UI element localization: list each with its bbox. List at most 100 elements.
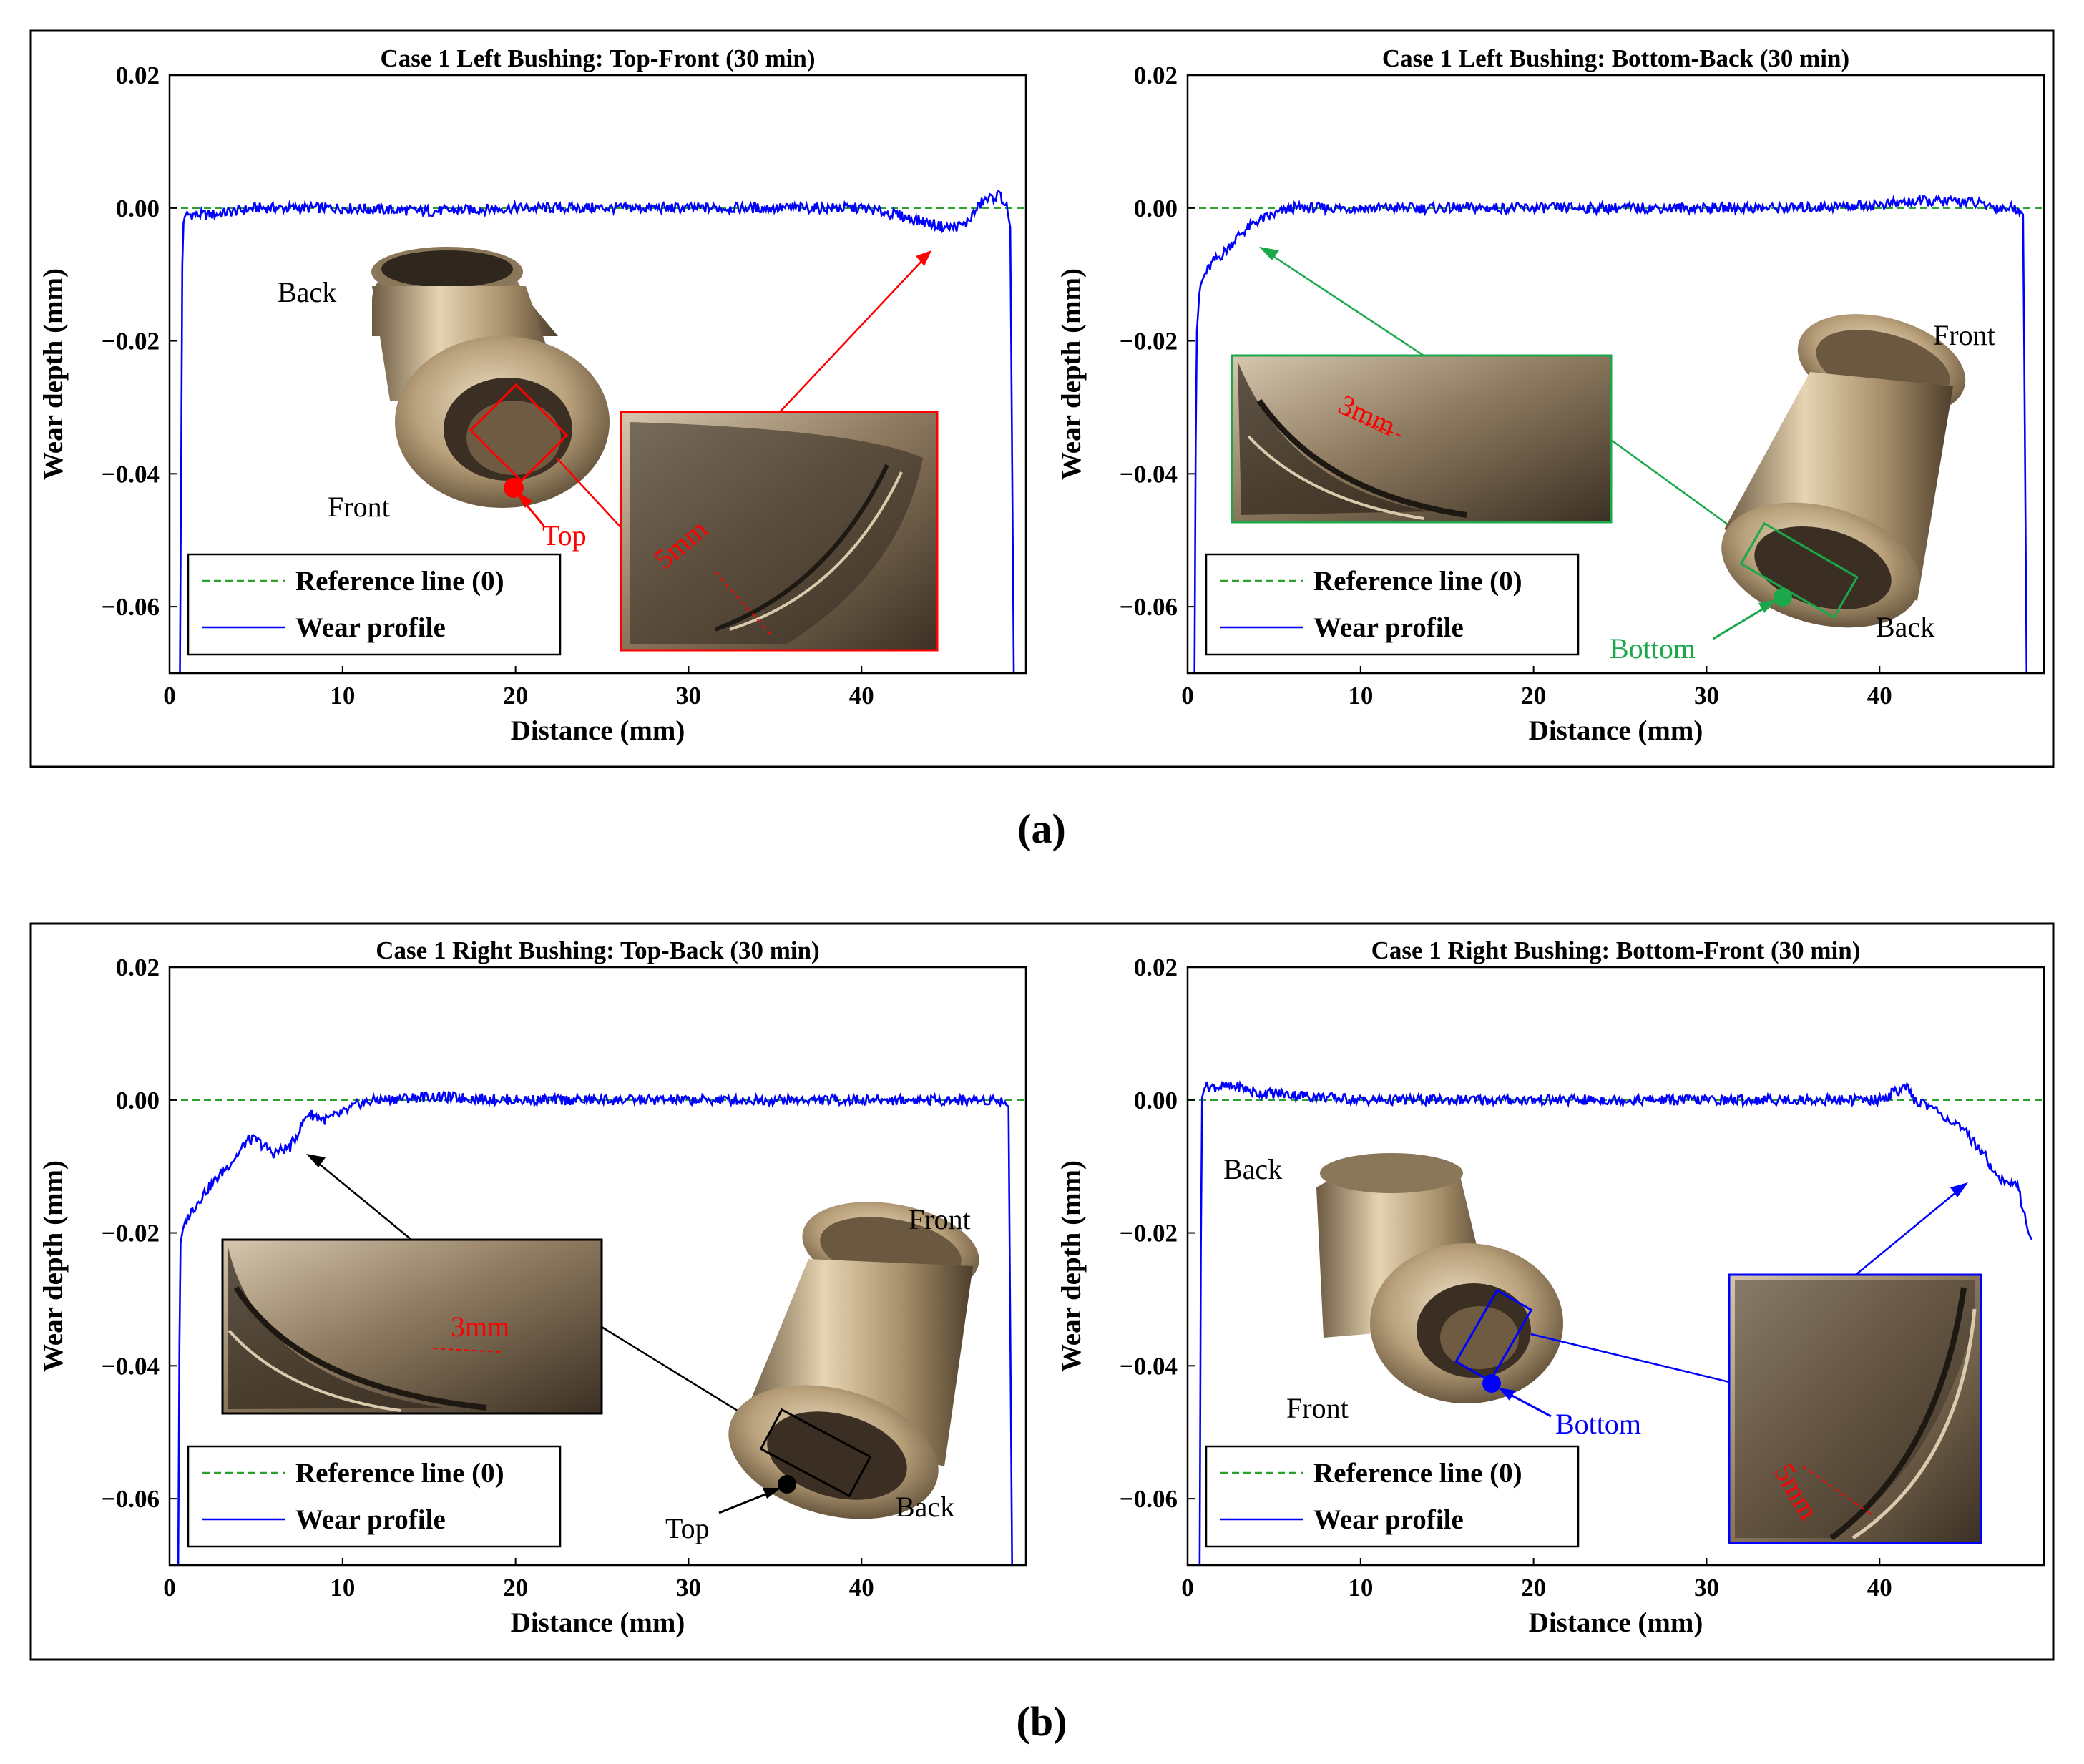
x-tick-label: 40 (1867, 682, 1892, 710)
plot-frame (1186, 74, 2045, 675)
y-axis-label: Wear depth (mm) (38, 1160, 69, 1372)
wear-profile-line (1198, 1080, 2033, 1565)
x-tick-label: 40 (849, 682, 874, 710)
y-axis-label: Wear depth (mm) (1056, 268, 1087, 480)
bushing-photo (728, 1202, 979, 1519)
x-tick-label: 20 (503, 1574, 528, 1602)
legend-label-wear: Wear profile (1313, 1504, 1464, 1535)
y-tick-label: −0.06 (1120, 1485, 1178, 1513)
frame-row-a (29, 29, 2055, 768)
chart-panel-a-left: 0 10 20 30 40 0.02 0.00 −0.02 −0.04 −0.06 Case 1 L… (38, 44, 1027, 746)
y-tick-label: 0.02 (116, 954, 160, 981)
photo-inset-a-right: 3mm Front Back Bottom (1231, 247, 1995, 665)
label-front: Front (328, 491, 390, 523)
x-tick-label: 0 (1181, 1574, 1194, 1602)
x-tick-label: 20 (503, 682, 528, 710)
y-tick-label: −0.02 (102, 1220, 160, 1248)
y-tick-label: 0.00 (116, 1087, 160, 1114)
chart-title: Case 1 Left Bushing: Top-Front (30 min) (380, 44, 815, 72)
x-tick-label: 30 (1694, 1574, 1719, 1602)
y-tick-label: −0.02 (102, 328, 160, 356)
label-front: Front (909, 1203, 971, 1235)
y-tick-label: −0.04 (1120, 460, 1178, 488)
x-tick-label: 30 (1694, 682, 1719, 710)
label-front: Front (1933, 319, 1995, 351)
bushing-photo (371, 247, 610, 508)
legend-label-wear: Wear profile (295, 612, 446, 643)
y-tick-label: −0.04 (102, 1352, 160, 1380)
x-tick-label: 40 (1867, 1574, 1892, 1602)
x-tick-label: 0 (1181, 682, 1194, 710)
y-tick-label: 0.00 (1134, 1087, 1178, 1114)
zoom-inset: 3mm (1231, 354, 1613, 524)
caption-b: (b) (1017, 1698, 1067, 1745)
label-front: Front (1286, 1392, 1349, 1424)
legend-label-wear: Wear profile (1313, 612, 1464, 643)
chart-title: Case 1 Left Bushing: Bottom-Back (30 min… (1382, 44, 1849, 72)
label-back: Back (896, 1491, 954, 1523)
x-tick-label: 20 (1521, 682, 1546, 710)
chart-panel-b-left: 0 10 20 30 40 0.02 0.00 −0.02 −0.04 −0.06 Case 1 R… (38, 936, 1027, 1638)
plot-frame (1186, 966, 2045, 1567)
x-tick-label: 10 (330, 682, 355, 710)
y-tick-label: 0.02 (1134, 62, 1178, 89)
photo-inset-b-left: 3mm Front Back Top (221, 1154, 979, 1544)
y-tick-label: 0.02 (116, 62, 160, 89)
x-tick-label: 20 (1521, 1574, 1546, 1602)
chart-title: Case 1 Right Bushing: Bottom-Front (30 m… (1371, 936, 1861, 964)
y-axis-label: Wear depth (mm) (1056, 1160, 1087, 1372)
x-axis-label: Distance (mm) (1529, 1607, 1703, 1638)
label-top: Top (542, 519, 587, 552)
legend: Reference line (0) Wear profile (1205, 1445, 1580, 1548)
legend-label-reference: Reference line (0) (1313, 1458, 1522, 1489)
marker-dot (1774, 588, 1792, 607)
marker-dot (778, 1475, 796, 1494)
legend: Reference line (0) Wear profile (1205, 553, 1580, 656)
legend-box (187, 553, 562, 656)
label-bottom: Bottom (1610, 632, 1696, 665)
label-back: Back (278, 276, 336, 308)
y-tick-label: 0.02 (1134, 954, 1178, 981)
chart-panel-a-right: 0 10 20 30 40 0.02 0.00 −0.02 −0.04 −0.06 Case 1 L… (1056, 44, 2045, 746)
x-tick-label: 0 (163, 1574, 176, 1602)
zoom-inset: 5mm (1728, 1273, 1982, 1544)
chart-title: Case 1 Right Bushing: Top-Back (30 min) (376, 936, 819, 964)
label-top: Top (665, 1512, 710, 1544)
legend-box (1205, 553, 1580, 656)
label-back: Back (1876, 611, 1934, 643)
legend-box (187, 1445, 562, 1548)
legend: Reference line (0) Wear profile (187, 553, 562, 656)
legend-label-wear: Wear profile (295, 1504, 446, 1535)
zoom-inset: 5mm (620, 411, 939, 652)
y-tick-label: −0.04 (1120, 1352, 1178, 1380)
x-tick-label: 0 (163, 682, 176, 710)
chart-panel-b-right: 0 10 20 30 40 0.02 0.00 −0.02 −0.04 −0.06 Case 1 R… (1056, 936, 2045, 1638)
caption-a: (a) (1017, 805, 1066, 852)
wear-profile-line (177, 1090, 1013, 1565)
label-bottom: Bottom (1555, 1408, 1641, 1440)
y-tick-label: −0.06 (102, 593, 160, 621)
y-tick-label: 0.00 (1134, 195, 1178, 222)
plot-frame (168, 966, 1027, 1567)
legend-label-reference: Reference line (0) (295, 566, 504, 597)
y-tick-label: −0.02 (1120, 1220, 1178, 1248)
frame-row-b (29, 922, 2055, 1661)
x-tick-label: 10 (1348, 1574, 1373, 1602)
legend: Reference line (0) Wear profile (187, 1445, 562, 1548)
y-tick-label: 0.00 (116, 195, 160, 222)
photo-inset-b-right: Back Front Bottom 5mm (1223, 1153, 1982, 1544)
scale-label: 3mm (451, 1310, 509, 1343)
wear-profile-line (179, 190, 1015, 673)
x-tick-label: 10 (330, 1574, 355, 1602)
photo-inset-a-left: Back Front Top 5mm (278, 247, 939, 652)
bushing-photo (1316, 1153, 1563, 1403)
y-axis-label: Wear depth (mm) (38, 268, 69, 480)
bushing-photo (1721, 314, 1966, 628)
x-axis-label: Distance (mm) (1529, 715, 1703, 746)
x-tick-label: 10 (1348, 682, 1373, 710)
plot-frame (168, 74, 1027, 675)
y-tick-label: −0.06 (102, 1485, 160, 1513)
x-axis-label: Distance (mm) (511, 715, 685, 746)
label-back: Back (1223, 1153, 1282, 1185)
